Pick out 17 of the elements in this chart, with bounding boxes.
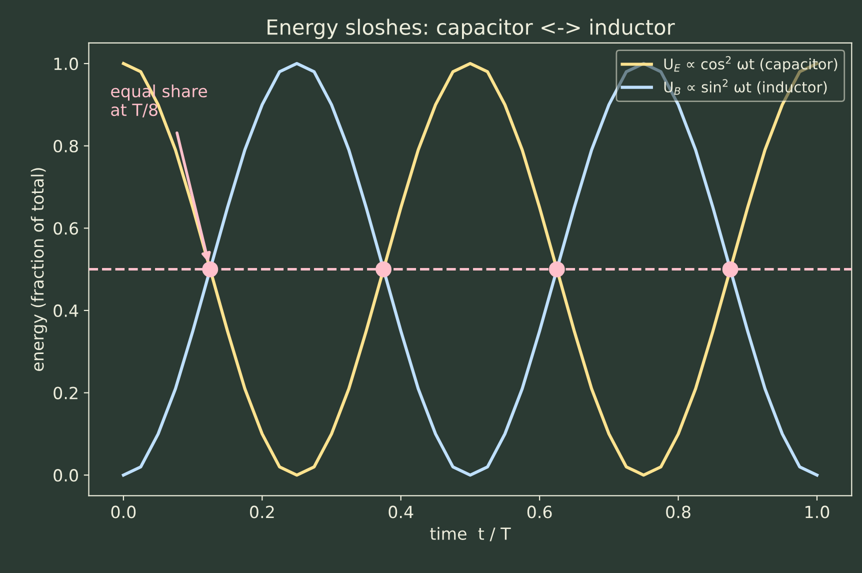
y-tick-label: 0.0 — [54, 469, 78, 482]
legend-label: U$_{E}$ ∝ cos$^{2}$ ωt (capacitor) — [664, 56, 838, 72]
x-tick-label: 0.0 — [111, 506, 136, 518]
y-tick-label: 0.4 — [54, 304, 78, 318]
x-tick-label: 1.0 — [806, 506, 830, 518]
y-tick-label: 0.2 — [54, 386, 78, 400]
y-axis-title: energy (fraction of total) — [30, 168, 48, 371]
x-tick-label: 0.6 — [527, 506, 552, 518]
x-tick-label: 0.4 — [388, 506, 414, 518]
x-tick-label: 0.2 — [250, 506, 274, 518]
x-tick-label: 0.8 — [666, 506, 690, 518]
legend-label: U$_{B}$ ∝ sin$^{2}$ ωt (inductor) — [664, 79, 827, 95]
y-tick-label: 0.6 — [54, 222, 78, 235]
chart-title: Energy sloshes: capacitor <-> inductor — [268, 18, 675, 39]
y-tick-label: 0.8 — [54, 140, 78, 152]
y-tick-label: 1.0 — [54, 58, 78, 70]
x-axis-title: time t / T — [430, 527, 511, 542]
